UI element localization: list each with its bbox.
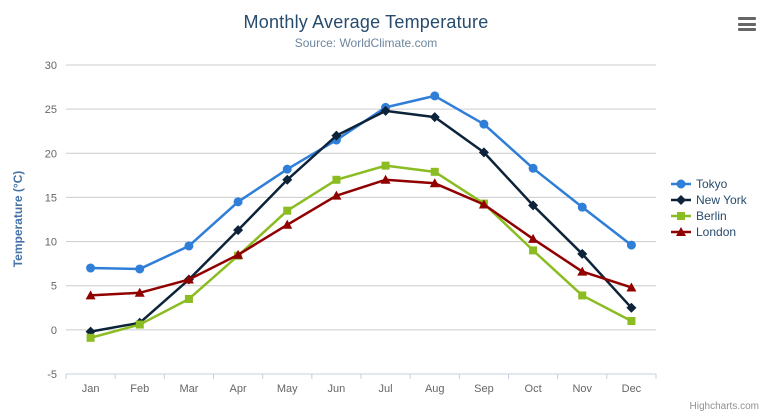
x-axis-tick-label: Aug (425, 383, 445, 395)
legend-label-berlin: Berlin (696, 208, 727, 223)
data-point-new-york[interactable] (233, 225, 244, 236)
data-point-new-york[interactable] (478, 147, 489, 158)
legend: Tokyo New York Berlin London (671, 176, 747, 239)
series-tokyo[interactable] (86, 91, 636, 274)
x-axis-tick-label: Sep (474, 383, 494, 395)
data-point-berlin[interactable] (135, 320, 144, 329)
y-axis-tick-label: 5 (51, 281, 57, 293)
x-axis-tick-label: Feb (130, 383, 149, 395)
data-point-london[interactable] (134, 287, 145, 297)
x-axis-tick-label: Mar (179, 383, 198, 395)
legend-item-new-york[interactable]: New York (671, 192, 747, 207)
data-point-tokyo[interactable] (577, 202, 587, 212)
legend-item-berlin[interactable]: Berlin (671, 208, 747, 223)
y-axis-tick-label: 0 (51, 325, 57, 337)
data-point-tokyo[interactable] (135, 264, 145, 274)
hamburger-bar (738, 28, 756, 31)
data-point-berlin[interactable] (627, 317, 636, 326)
legend-label-new-york: New York (696, 192, 747, 207)
x-axis-tick-label: May (277, 383, 298, 395)
x-axis-tick-label: Jul (379, 383, 393, 395)
series-line-new-york (89, 109, 633, 333)
data-point-new-york[interactable] (331, 130, 342, 141)
y-axis-tick-label: 10 (45, 237, 57, 249)
data-point-london[interactable] (85, 290, 96, 300)
data-point-london[interactable] (380, 174, 391, 184)
data-point-berlin[interactable] (381, 161, 390, 170)
legend-label-london: London (696, 224, 737, 239)
data-point-berlin[interactable] (578, 291, 587, 300)
data-point-tokyo[interactable] (282, 164, 292, 174)
legend-item-london[interactable]: London (671, 224, 747, 239)
series-london[interactable] (85, 174, 637, 300)
series-new-york[interactable] (85, 105, 637, 337)
legend-marker-circle-icon (671, 179, 691, 188)
legend-marker-triangle-icon (671, 226, 691, 236)
hamburger-icon[interactable] (736, 15, 758, 33)
series-line-tokyo (89, 94, 633, 271)
data-point-tokyo[interactable] (528, 163, 538, 173)
credits-link[interactable]: Highcharts.com (689, 401, 759, 412)
legend-marker-diamond-icon (671, 194, 691, 205)
y-axis-tick-label: 20 (45, 148, 57, 160)
data-point-berlin[interactable] (529, 246, 538, 255)
data-point-new-york[interactable] (577, 248, 588, 259)
series-line-berlin (89, 164, 633, 340)
y-axis-tick-label: 25 (45, 104, 57, 116)
y-axis-tick-label: 30 (45, 60, 57, 72)
data-point-berlin[interactable] (430, 167, 439, 176)
x-axis-tick-label: Jun (328, 383, 346, 395)
data-point-new-york[interactable] (528, 200, 539, 211)
data-point-berlin[interactable] (86, 333, 95, 342)
data-point-new-york[interactable] (282, 174, 293, 185)
data-point-tokyo[interactable] (626, 240, 636, 250)
x-axis-tick-label: Nov (572, 383, 592, 395)
x-axis-tick-label: Apr (230, 383, 247, 395)
data-point-new-york[interactable] (380, 105, 391, 116)
data-point-tokyo[interactable] (233, 197, 243, 207)
legend-marker-symbol[interactable] (676, 226, 686, 236)
legend-label-tokyo: Tokyo (696, 176, 728, 191)
data-point-london[interactable] (331, 190, 342, 200)
data-point-london[interactable] (233, 249, 244, 259)
data-point-london[interactable] (429, 178, 440, 188)
x-axis-tick-label: Oct (525, 383, 542, 395)
y-axis-tick-label: 15 (45, 192, 57, 204)
data-point-london[interactable] (577, 266, 588, 276)
data-point-berlin[interactable] (332, 175, 341, 184)
data-point-berlin[interactable] (283, 206, 292, 215)
legend-marker-symbol[interactable] (676, 194, 686, 205)
legend-marker-square-icon (671, 211, 691, 220)
legend-marker-symbol[interactable] (676, 179, 686, 188)
data-point-new-york[interactable] (429, 112, 440, 123)
x-axis-tick-label: Dec (622, 383, 642, 395)
data-point-london[interactable] (183, 274, 194, 284)
data-point-tokyo[interactable] (86, 263, 96, 273)
data-point-tokyo[interactable] (430, 91, 440, 101)
y-axis-tick-label: -5 (47, 369, 57, 381)
hamburger-bar (738, 22, 756, 26)
data-point-london[interactable] (528, 233, 539, 243)
data-point-tokyo[interactable] (479, 119, 489, 129)
x-axis-tick-label: Jan (82, 383, 100, 395)
data-point-london[interactable] (282, 219, 293, 229)
data-point-london[interactable] (478, 199, 489, 209)
legend-item-tokyo[interactable]: Tokyo (671, 176, 747, 191)
chart-subtitle: Source: WorldClimate.com (294, 36, 438, 50)
y-axis-title: Temperature (°C) (11, 170, 25, 268)
data-point-london[interactable] (626, 282, 637, 292)
series-line-london (89, 178, 633, 297)
data-point-tokyo[interactable] (184, 241, 194, 251)
hamburger-bar (738, 17, 756, 20)
data-point-berlin[interactable] (184, 294, 193, 303)
legend-marker-symbol[interactable] (677, 211, 685, 220)
data-point-new-york[interactable] (626, 302, 637, 313)
chart-title: Monthly Average Temperature (243, 12, 489, 32)
